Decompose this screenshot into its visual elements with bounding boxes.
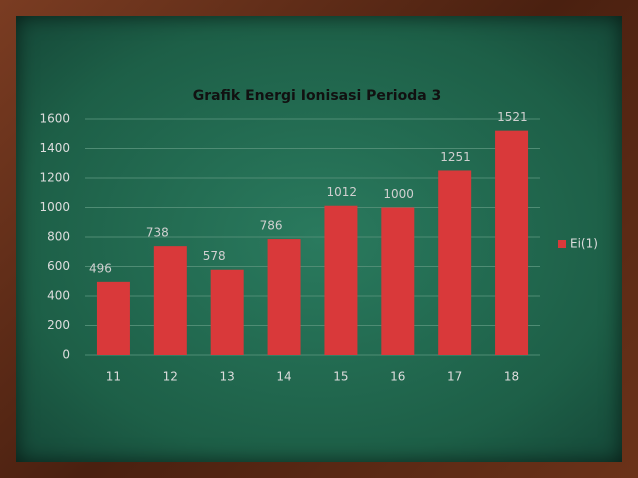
bar: [381, 207, 415, 355]
data-label: 496: [89, 261, 112, 275]
bar: [324, 205, 358, 355]
y-tick-label: 0: [62, 348, 70, 362]
y-tick-label: 1400: [39, 141, 70, 155]
bar: [96, 281, 130, 355]
legend-label: Ei(1): [570, 237, 598, 251]
y-tick-label: 1600: [39, 112, 70, 126]
chart-title: Grafik Energi Ionisasi Perioda 3: [193, 88, 442, 104]
bar: [153, 246, 187, 355]
x-tick-label: 13: [220, 370, 235, 384]
x-tick-label: 17: [447, 370, 462, 384]
bar: [210, 269, 244, 355]
legend-swatch: [558, 240, 566, 248]
y-tick-label: 800: [47, 230, 70, 244]
bar: [495, 130, 529, 355]
bar: [438, 170, 472, 355]
x-tick-label: 14: [276, 370, 291, 384]
y-tick-label: 200: [47, 318, 70, 332]
data-label: 1251: [440, 150, 471, 164]
x-tick-label: 12: [163, 370, 178, 384]
bar: [267, 239, 301, 355]
data-label: 1000: [383, 187, 414, 201]
data-label: 578: [203, 249, 226, 263]
data-label: 738: [146, 226, 169, 240]
data-label: 1012: [326, 185, 357, 199]
y-tick-label: 1200: [39, 171, 70, 185]
data-label: 1521: [497, 110, 528, 124]
y-tick-label: 1000: [39, 200, 70, 214]
x-tick-label: 18: [504, 370, 519, 384]
x-tick-label: 11: [106, 370, 121, 384]
y-tick-label: 600: [47, 259, 70, 273]
data-label: 786: [260, 219, 283, 233]
x-tick-label: 16: [390, 370, 405, 384]
y-tick-label: 400: [47, 289, 70, 303]
x-tick-label: 15: [333, 370, 348, 384]
